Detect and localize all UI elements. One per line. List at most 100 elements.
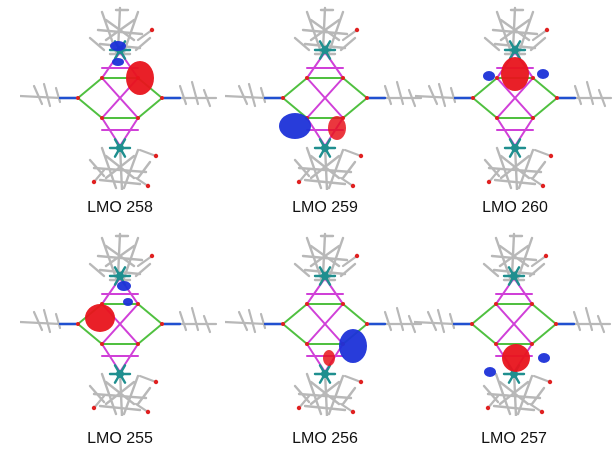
alkyl-arm — [259, 312, 267, 330]
orbital-lobe-minor — [483, 71, 495, 81]
boron-bond — [471, 323, 497, 345]
molecule-figure — [225, 6, 423, 190]
bond-stick — [301, 254, 349, 262]
panel-caption: LMO 260 — [482, 199, 548, 216]
alkyl-arm — [584, 306, 594, 332]
boron-bond — [77, 97, 103, 119]
orbital-lobe-minor — [123, 298, 133, 306]
bond-stick — [136, 160, 152, 180]
orbital-panel-lmo-258: LMO 258 — [20, 0, 220, 225]
oxygen-atom — [547, 379, 553, 385]
atom-dot — [136, 302, 140, 306]
carbonyl-bond — [138, 148, 158, 158]
bond-stick — [309, 244, 341, 268]
boron-bond — [137, 97, 163, 119]
carbonyl-bond — [529, 176, 545, 188]
oxygen-atom — [540, 183, 546, 189]
oxygen-atom — [91, 405, 97, 411]
carbonyl-bond — [530, 254, 548, 268]
oxygen-atom — [296, 179, 302, 185]
carbonyl-bond — [487, 168, 501, 184]
atom-dot — [495, 116, 499, 120]
bond-stick — [499, 154, 531, 180]
alkyl-arm — [237, 84, 249, 106]
oxygen-atom — [544, 27, 550, 33]
oxygen-atom — [485, 405, 491, 411]
atom-dot — [554, 322, 558, 326]
oxygen-atom — [149, 27, 155, 33]
oxygen-atom — [350, 409, 356, 415]
atom-dot — [305, 76, 309, 80]
atom-dot — [160, 322, 164, 326]
metal-atom — [116, 370, 124, 378]
bond-stick — [293, 262, 311, 278]
molecule-figure — [414, 232, 612, 416]
orbital-panel-lmo-255: LMO 255 — [20, 226, 220, 451]
alkyl-arm — [395, 80, 405, 106]
oxygen-atom — [548, 153, 554, 159]
atom-dot — [531, 116, 535, 120]
bond-stick — [92, 392, 148, 400]
atom-dot — [341, 76, 345, 80]
bond-stick — [88, 262, 106, 278]
bond-stick — [98, 178, 142, 186]
bond-stick — [492, 404, 536, 412]
bond-stick — [96, 28, 144, 36]
atom-dot — [495, 76, 499, 80]
bond-stick — [297, 392, 353, 400]
orbital-lobe-main — [279, 113, 311, 139]
panel-caption: LMO 259 — [292, 199, 358, 216]
metal-bond — [101, 303, 139, 345]
orbital-panel-lmo-257: LMO 257 — [414, 226, 614, 451]
oxygen-atom — [354, 27, 360, 33]
bond-stick — [297, 166, 353, 174]
boron-bond — [282, 323, 308, 345]
bond-stick — [531, 160, 547, 180]
bond-stick — [134, 262, 152, 278]
molecule-figure — [415, 6, 613, 190]
bond-stick — [529, 36, 547, 52]
metal-atom — [116, 272, 124, 280]
orbital-lobe-minor — [484, 367, 496, 377]
alkyl-arm — [54, 86, 62, 104]
bond-stick — [498, 380, 530, 406]
atom-dot — [365, 96, 369, 100]
bond-stick — [482, 262, 500, 278]
atom-dot — [160, 96, 164, 100]
bond-stick — [339, 36, 357, 52]
boron-bond — [282, 97, 308, 119]
alkyl-arm — [190, 80, 200, 106]
alkyl-arm — [437, 82, 447, 108]
metal-bond — [306, 303, 344, 345]
alkyl-arm — [449, 86, 457, 104]
bond-stick — [498, 244, 530, 268]
metal-bond — [306, 77, 344, 119]
bond-stick — [104, 380, 136, 406]
carbonyl-bond — [136, 28, 154, 42]
atom-dot — [100, 342, 104, 346]
alkyl-arm — [42, 82, 52, 108]
boron-bond — [342, 97, 368, 119]
bond-stick — [136, 386, 152, 406]
carbonyl-bond — [134, 402, 150, 414]
bond-stick — [303, 178, 347, 186]
molecule-figure — [225, 232, 423, 416]
orbital-panel-lmo-260: LMO 260 — [415, 0, 614, 225]
molecule-figure — [20, 6, 218, 190]
bond-stick — [309, 18, 341, 42]
alkyl-arm — [32, 310, 44, 332]
oxygen-atom — [358, 379, 364, 385]
boron-bond — [472, 77, 498, 99]
bond-stick — [483, 36, 501, 52]
alkyl-arm — [572, 310, 582, 332]
carbonyl-bond — [134, 176, 150, 188]
metal-atom — [321, 370, 329, 378]
orbital-lobe-main — [339, 329, 367, 363]
metal-bond — [496, 77, 534, 119]
boron-bond — [282, 77, 308, 99]
atom-dot — [530, 342, 534, 346]
metal-atom — [511, 46, 519, 54]
carbonyl-bond — [138, 374, 158, 384]
oxygen-atom — [149, 253, 155, 259]
bond-stick — [341, 160, 357, 180]
